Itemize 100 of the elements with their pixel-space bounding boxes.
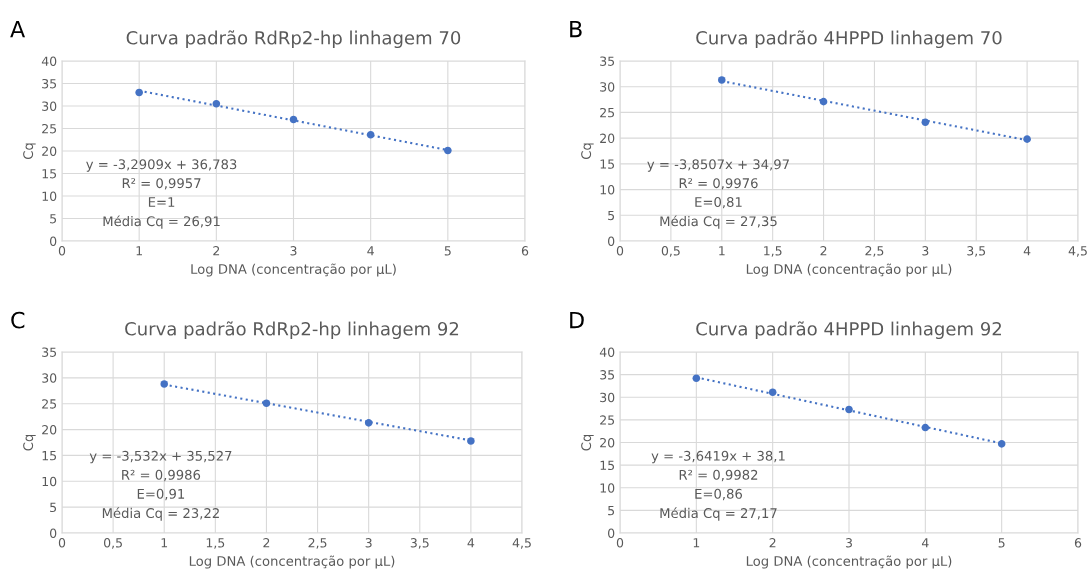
y-tick-label: 30 — [42, 373, 57, 383]
text: B — [570, 20, 582, 38]
chart-title: Curva padrão 4HPPD linhagem 92 — [696, 321, 1001, 340]
x-tick-label: 0 — [616, 246, 624, 256]
x-tick-label: 3 — [365, 538, 372, 548]
y-tick-label: 35 — [600, 56, 615, 66]
annotation: y = -3,532x + 35,527 — [89, 450, 232, 464]
y-tick-label: 25 — [42, 399, 57, 409]
point — [717, 76, 726, 84]
y-tick-label: 25 — [600, 415, 615, 425]
y-tick-label: 40 — [41, 56, 57, 66]
y-tick-label: 30 — [42, 101, 57, 111]
x-axis-title: Log DNA (concentração por µL) — [746, 263, 952, 277]
y-tick-label: 25 — [42, 123, 57, 134]
y-axis-title: Cq — [23, 143, 36, 160]
point — [1023, 135, 1031, 143]
text: D — [570, 311, 584, 329]
y-tick-label: 5 — [608, 506, 615, 516]
annotation: y = -3,2909x + 36,783 — [86, 159, 237, 172]
x-axis-title: Log DNA (concentração por µL) — [746, 555, 952, 569]
y-tick-label: 0 — [50, 236, 57, 246]
annotation: Média Cq = 26,91 — [103, 215, 220, 229]
annotation: Média Cq = 27,17 — [660, 507, 777, 521]
x-axis-title: Log DNA (concentração por µL) — [191, 263, 396, 277]
text: A — [10, 20, 26, 38]
annotation: Média Cq = 27,35 — [660, 215, 777, 229]
x-tick-label: 0 — [58, 538, 66, 548]
x-tick-label: 1,5 — [206, 538, 225, 549]
y-tick-label: 35 — [42, 347, 57, 357]
y-tick-label: 20 — [42, 425, 57, 435]
x-tick-label: 4 — [467, 538, 475, 548]
x-tick-label: 4 — [367, 246, 374, 256]
point — [921, 118, 930, 126]
x-tick-label: 2 — [820, 246, 827, 256]
y-axis-title: Cq — [581, 434, 594, 451]
x-tick-label: 5 — [998, 538, 1005, 548]
x-tick-label: 3 — [845, 538, 852, 548]
point — [692, 374, 701, 383]
x-tick-label: 0,5 — [104, 538, 122, 549]
x-tick-label: 5 — [444, 246, 451, 256]
x-tick-label: 0,5 — [661, 246, 680, 257]
annotation: E=0,81 — [695, 197, 742, 209]
y-tick-label: 0 — [608, 528, 615, 538]
point — [212, 99, 221, 108]
y-tick-label: 35 — [42, 78, 57, 89]
y-tick-label: 15 — [42, 451, 57, 461]
point — [845, 405, 853, 414]
x-tick-label: 1,5 — [764, 246, 782, 257]
x-tick-label: 1 — [693, 538, 700, 548]
point — [467, 437, 475, 445]
y-tick-label: 5 — [50, 214, 57, 224]
x-tick-label: 3,5 — [410, 538, 429, 549]
point — [364, 419, 373, 427]
y-tick-label: 30 — [600, 392, 615, 403]
y-axis-title: Cq — [581, 143, 594, 160]
annotation: y = -3,6419x + 38,1 — [651, 450, 785, 464]
annotation: Média Cq = 23,22 — [102, 507, 219, 521]
x-tick-label: 2 — [213, 246, 220, 256]
point — [768, 388, 777, 397]
annotation: R² = 0,9982 — [679, 469, 758, 482]
annotation: y = -3,8507x + 34,97 — [647, 159, 789, 172]
x-tick-label: 3,5 — [967, 246, 986, 257]
y-tick-label: 0 — [608, 236, 615, 246]
y-tick-label: 10 — [42, 191, 57, 201]
point — [997, 440, 1006, 448]
y-tick-label: 15 — [600, 460, 615, 471]
x-tick-label: 4 — [1023, 246, 1031, 256]
annotation: E=0,91 — [137, 488, 185, 501]
point — [444, 146, 452, 155]
annotation: R² = 0,9957 — [122, 178, 201, 190]
x-tick-label: 4 — [921, 538, 929, 548]
x-tick-label: 2,5 — [865, 246, 884, 257]
point — [819, 97, 828, 106]
y-tick-label: 30 — [600, 82, 615, 92]
y-tick-label: 35 — [600, 370, 615, 380]
x-axis-title: Log DNA (concentração por µL) — [189, 555, 395, 569]
y-tick-label: 0 — [50, 528, 57, 538]
x-tick-label: 1 — [136, 246, 142, 256]
x-tick-label: 0 — [58, 246, 66, 256]
annotation: E=1 — [148, 197, 175, 207]
point — [135, 88, 143, 97]
point — [289, 115, 298, 124]
x-tick-label: 4,5 — [512, 538, 531, 549]
y-tick-label: 10 — [600, 185, 615, 195]
x-tick-label: 1 — [161, 538, 168, 548]
y-tick-label: 20 — [42, 146, 57, 156]
y-tick-label: 5 — [608, 210, 615, 221]
chart-title: Curva padrão RdRp2-hp linhagem 92 — [125, 321, 459, 340]
x-tick-label: 2 — [769, 538, 776, 548]
y-tick-label: 15 — [42, 169, 57, 179]
y-tick-label: 20 — [600, 437, 615, 448]
x-tick-label: 0 — [616, 538, 624, 548]
point — [262, 399, 271, 407]
chart-title: Curva padrão 4HPPD linhagem 70 — [696, 30, 1002, 49]
y-axis-title: Cq — [23, 434, 36, 451]
y-tick-label: 5 — [50, 502, 57, 513]
x-tick-label: 2 — [263, 538, 270, 548]
y-tick-label: 10 — [600, 483, 615, 493]
y-tick-label: 20 — [600, 133, 615, 144]
x-tick-label: 3 — [290, 246, 297, 256]
